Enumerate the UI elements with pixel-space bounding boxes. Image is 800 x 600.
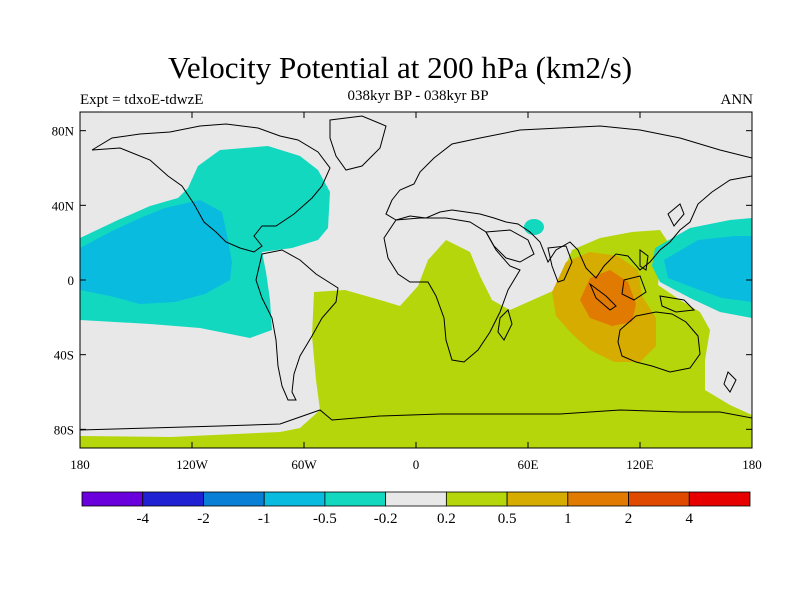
colorbar-swatch [385,491,447,507]
coastline-greenland [329,115,387,171]
coastline-arabia [485,229,535,263]
map-subtitle: 038kyr BP - 038kyr BP [347,88,489,104]
coastline-sumatra [588,282,617,311]
coastline-india [547,245,573,283]
colorbar-label: 2 [625,511,633,527]
x-tick-label: 60W [291,457,317,472]
colorbar-label: 1 [564,511,572,527]
experiment-label: Expt = tdxoE-tdwzE [80,92,204,108]
coastline-australia [617,311,701,373]
coastline-madagascar [497,309,513,341]
coastline-philippines [639,249,649,271]
colorbar-swatch [688,491,751,507]
colorbar-swatch [445,491,508,507]
colorbar-label: -4 [136,511,149,527]
coastline-new-guinea [659,295,696,313]
season-label: ANN [720,92,754,108]
colorbar-label: -2 [197,511,210,527]
colorbar-swatch [203,491,265,507]
x-tick-label: 180 [742,457,762,472]
colorbar-swatch [142,491,204,507]
contour-region-neg-w-pacific-core [664,236,752,302]
coastline-africa [383,217,521,363]
coastline-new-zealand [723,371,737,393]
colorbar-label: -0.2 [374,511,398,527]
coastline-eurasia [385,125,752,279]
coastline-north-america [91,123,331,253]
y-tick-label: 80N [52,124,75,139]
y-tick-label: 40S [54,348,74,363]
y-axis: 80N 40N 0 40S 80S [52,124,752,437]
colorbar-label: 4 [686,511,694,527]
map-title: Velocity Potential at 200 hPa (km2/s) [167,50,633,85]
y-tick-label: 0 [68,273,75,288]
x-tick-label: 0 [413,457,420,472]
contour-region-neg-arabia [524,219,544,235]
colorbar-swatch [81,491,144,507]
coastline-south-america [255,249,339,401]
x-tick-label: 60E [518,457,539,472]
colorbar-swatch [628,491,690,507]
colorbar: -4 -2 -1 -0.5 -0.2 0.2 0.5 1 2 4 [81,491,751,527]
colorbar-label: 0.2 [437,511,456,527]
x-tick-label: 120W [176,457,209,472]
x-axis: 180 120W 60W 0 60E 120E 180 [70,112,762,472]
colorbar-label: 0.5 [498,511,517,527]
x-tick-label: 120E [626,457,654,472]
colorbar-swatch [567,491,629,507]
colorbar-swatch [263,491,326,507]
coastlines [80,115,752,431]
x-tick-label: 180 [70,457,90,472]
y-tick-label: 80S [54,422,74,437]
contour-region-neg-0.5-1 [80,200,232,304]
y-tick-label: 40N [52,198,75,213]
colorbar-swatch [506,491,569,507]
colorbar-label: -0.5 [313,511,337,527]
colorbar-swatch [324,491,387,507]
coastline-borneo [621,275,647,301]
colorbar-label: -1 [258,511,271,527]
coastline-japan [667,203,685,227]
coastline-antarctica [80,409,752,431]
